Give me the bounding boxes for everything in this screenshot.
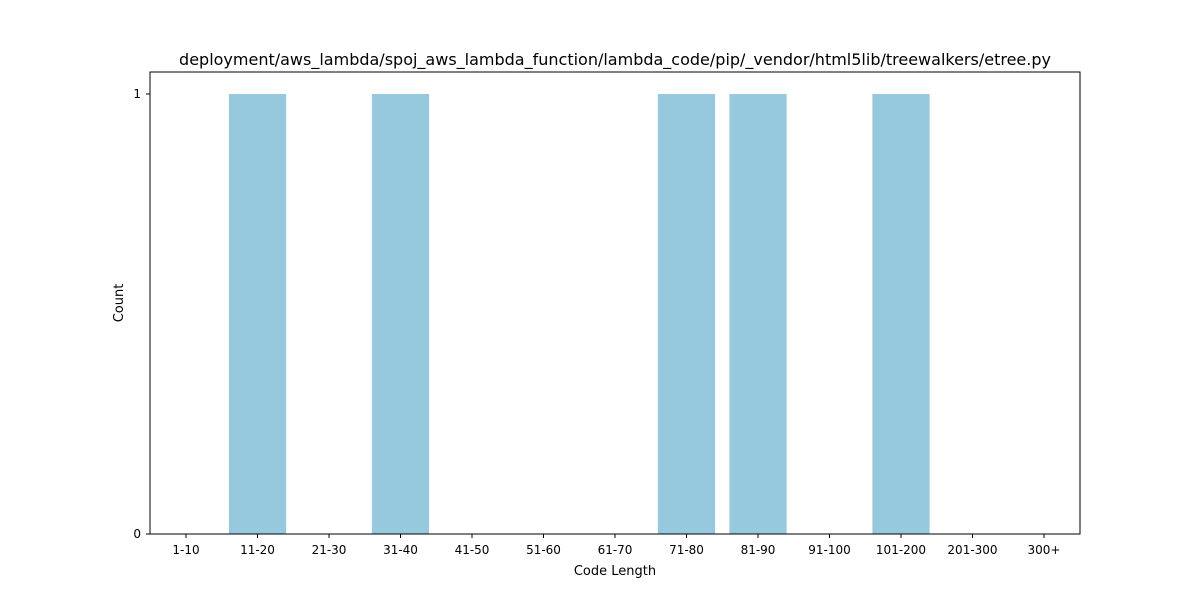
plot-frame	[149, 71, 1081, 535]
bar-31-40	[371, 94, 430, 534]
bar-101-200	[872, 94, 930, 534]
x-tick-label: 71-80	[669, 543, 704, 557]
x-tick-label: 81-90	[741, 543, 776, 557]
chart-title: deployment/aws_lambda/spoj_aws_lambda_fu…	[179, 50, 1051, 70]
x-tick-label: 41-50	[455, 543, 490, 557]
x-tick-label: 1-10	[172, 543, 199, 557]
x-axis-ticks: 1-10 11-20 21-30 31-40 41-50 51-60 61-70 71-80 8…	[172, 534, 1060, 557]
x-tick-label: 101-200	[876, 543, 926, 557]
x-tick-label: 61-70	[598, 543, 633, 557]
x-tick-label: 201-300	[947, 543, 997, 557]
x-tick-label: 11-20	[240, 543, 275, 557]
y-axis-ticks: 01	[133, 87, 150, 541]
bar-81-90	[729, 94, 787, 534]
x-tick-label: 21-30	[312, 543, 347, 557]
x-tick-label: 31-40	[383, 543, 418, 557]
bar-11-20	[228, 94, 287, 534]
bars	[228, 94, 930, 534]
x-tick-label: 51-60	[526, 543, 561, 557]
y-tick-label: 0	[133, 527, 141, 541]
bar-71-80	[657, 94, 716, 534]
x-tick-label: 91-100	[808, 543, 851, 557]
x-axis-label: Code Length	[574, 564, 656, 579]
y-tick-label: 1	[133, 87, 141, 101]
x-tick-label: 300+	[1028, 543, 1061, 557]
y-axis-label: Count	[112, 284, 127, 323]
